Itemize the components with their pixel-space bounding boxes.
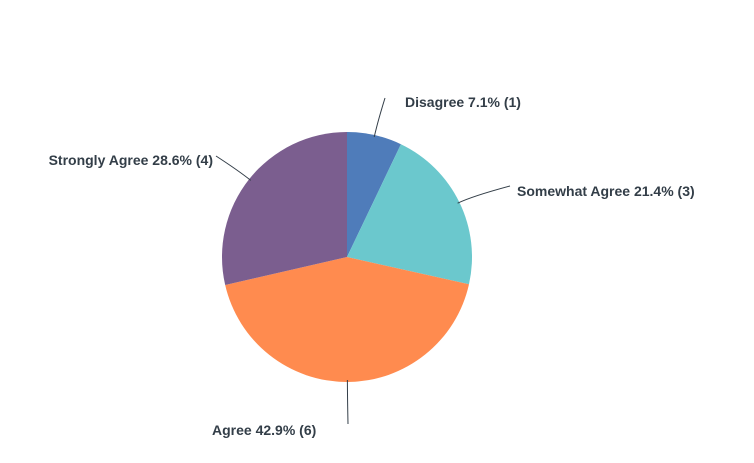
label-somewhat-agree: Somewhat Agree 21.4% (3) xyxy=(517,183,695,199)
leader-line xyxy=(457,185,511,204)
pie-slice-somewhat-agree xyxy=(347,144,472,285)
pie-slice-agree xyxy=(225,257,469,382)
pie-slice-strongly-agree xyxy=(222,132,347,286)
label-disagree: Disagree 7.1% (1) xyxy=(405,94,521,110)
leader-line xyxy=(346,379,349,425)
leader-line xyxy=(215,155,252,181)
leader-line xyxy=(373,97,386,138)
pie-slice-disagree xyxy=(347,132,401,257)
label-agree: Agree 42.9% (6) xyxy=(212,422,316,438)
label-strongly-agree: Strongly Agree 28.6% (4) xyxy=(49,152,213,168)
